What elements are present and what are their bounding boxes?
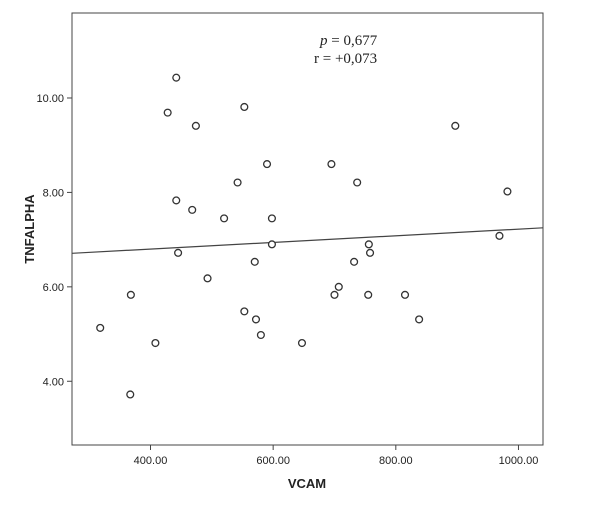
x-tick-label: 1000.00 <box>499 455 539 467</box>
data-point <box>233 178 242 187</box>
data-point <box>262 160 272 169</box>
x-tick-label: 600.00 <box>256 455 290 467</box>
data-point <box>240 102 249 112</box>
x-tick-label: 800.00 <box>379 455 413 467</box>
data-point <box>126 290 135 299</box>
data-point <box>172 73 181 82</box>
data-point <box>256 330 265 340</box>
data-point <box>267 214 276 223</box>
data-point <box>251 315 261 324</box>
data-point <box>191 121 200 130</box>
data-point <box>353 178 362 187</box>
y-tick-label: 10.00 <box>36 93 64 105</box>
data-point <box>451 121 460 130</box>
data-point <box>151 338 160 348</box>
data-point <box>400 290 410 299</box>
y-tick-label: 4.00 <box>43 376 64 388</box>
regression-line <box>71 227 544 254</box>
p-value-annotation: p = 0,677 <box>319 33 378 49</box>
x-axis-title: VCAM <box>288 476 326 491</box>
p-value: = 0,677 <box>328 33 378 49</box>
y-axis-title: TNFALPHA <box>22 194 37 264</box>
data-point <box>203 274 212 283</box>
x-axis: 400.00 600.00 800.00 1000.00 <box>134 445 539 467</box>
r-value-annotation: r = +0,073 <box>314 51 377 67</box>
data-point <box>495 231 504 240</box>
data-point <box>503 187 512 196</box>
data-point <box>327 160 336 169</box>
y-axis: 4.00 6.00 8.00 10.00 <box>36 93 72 388</box>
data-point <box>220 214 229 223</box>
data-point <box>330 290 339 299</box>
data-point <box>250 257 259 266</box>
data-points <box>96 73 512 399</box>
data-point <box>364 290 373 299</box>
data-point <box>188 205 197 214</box>
plot-area-frame <box>71 12 544 446</box>
data-point <box>415 315 424 324</box>
data-point <box>267 240 276 249</box>
p-symbol: p <box>319 33 328 49</box>
data-point <box>126 390 135 399</box>
data-point <box>297 338 307 348</box>
y-tick-label: 6.00 <box>43 282 64 294</box>
data-point <box>240 307 249 316</box>
data-point <box>96 323 105 332</box>
data-point <box>334 282 343 291</box>
data-point <box>364 240 373 249</box>
data-point <box>174 248 183 257</box>
data-point <box>172 196 181 205</box>
data-point <box>163 108 172 117</box>
data-point <box>366 248 375 257</box>
y-tick-label: 8.00 <box>43 187 64 199</box>
x-tick-label: 400.00 <box>134 455 168 467</box>
data-point <box>350 257 359 266</box>
